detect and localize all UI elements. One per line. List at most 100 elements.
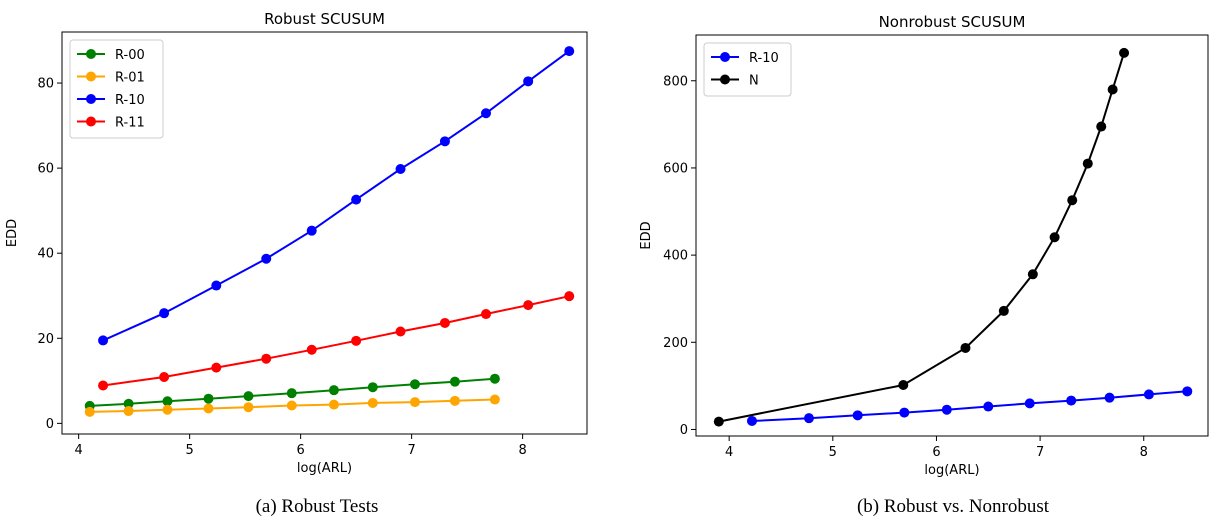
- legend-label: R-11: [115, 116, 145, 131]
- data-point: [261, 253, 272, 264]
- data-point: [162, 404, 173, 415]
- x-tick-label: 4: [75, 443, 83, 458]
- data-point: [998, 305, 1009, 316]
- data-point: [328, 385, 339, 396]
- legend-label: N: [749, 74, 759, 89]
- legend-entry: R-10: [77, 93, 145, 108]
- data-point: [1024, 398, 1035, 409]
- data-point: [367, 397, 378, 408]
- legend-label: R-00: [115, 48, 145, 63]
- x-tick-label: 4: [725, 445, 733, 460]
- data-point: [211, 362, 222, 373]
- data-point: [439, 317, 450, 328]
- x-axis-label: log(ARL): [297, 461, 352, 476]
- data-point: [211, 280, 222, 291]
- legend-label: R-10: [749, 51, 779, 66]
- data-point: [1082, 158, 1093, 169]
- x-axis-label: log(ARL): [924, 463, 979, 478]
- y-axis-label: EDD: [5, 219, 20, 247]
- legend-label: R-01: [115, 71, 145, 86]
- legend: R-10 N: [703, 42, 792, 97]
- data-point: [960, 342, 971, 353]
- data-point: [523, 76, 534, 87]
- data-point: [203, 403, 214, 414]
- legend-marker: [720, 52, 730, 62]
- data-point: [480, 108, 491, 119]
- y-tick-label: 60: [37, 162, 54, 177]
- x-tick-label: 6: [296, 443, 304, 458]
- caption-robust-vs-nonrobust: (b) Robust vs. Nonrobust: [856, 496, 1050, 517]
- data-point: [449, 395, 460, 406]
- series-n: [713, 47, 1130, 427]
- data-point: [203, 393, 214, 404]
- data-point: [261, 353, 272, 364]
- x-tick-label: 6: [932, 445, 940, 460]
- data-point: [713, 416, 724, 427]
- data-point: [746, 415, 757, 426]
- data-point: [328, 399, 339, 410]
- y-tick-label: 200: [663, 336, 688, 351]
- data-point: [98, 335, 109, 346]
- data-point: [123, 406, 134, 417]
- legend: R-00 R-01 R-10 R-11: [69, 39, 164, 139]
- data-point: [351, 335, 362, 346]
- plot-frame: [61, 31, 588, 435]
- data-point: [1143, 389, 1154, 400]
- data-point: [98, 380, 109, 391]
- data-point: [286, 400, 297, 411]
- legend-marker: [86, 116, 96, 127]
- series-r-10: [98, 46, 575, 346]
- data-point: [395, 326, 406, 337]
- series-r-01: [84, 394, 500, 417]
- legend-entry: R-00: [77, 48, 145, 63]
- x-tick-label: 8: [518, 443, 526, 458]
- data-point: [564, 291, 575, 302]
- data-point: [1119, 47, 1130, 58]
- y-tick-label: 600: [663, 161, 688, 176]
- data-point: [306, 225, 317, 236]
- y-tick-label: 0: [680, 423, 688, 438]
- data-point: [489, 373, 500, 384]
- y-tick-label: 40: [37, 247, 54, 262]
- y-tick-label: 0: [46, 417, 54, 432]
- data-point: [523, 300, 534, 311]
- plot-frame: [695, 34, 1209, 437]
- x-tick-label: 7: [407, 443, 415, 458]
- series-r-10: [746, 386, 1193, 426]
- data-point: [1027, 269, 1038, 280]
- y-tick-label: 400: [663, 249, 688, 264]
- y-tick-label: 80: [37, 77, 54, 92]
- series-line: [102, 50, 570, 342]
- legend-marker: [86, 71, 96, 82]
- series-line: [718, 52, 1125, 423]
- data-point: [1096, 121, 1107, 132]
- data-point: [941, 404, 952, 415]
- data-point: [898, 380, 909, 391]
- data-point: [803, 413, 814, 424]
- series-r-11: [98, 291, 575, 391]
- data-point: [449, 376, 460, 387]
- data-point: [983, 401, 994, 412]
- legend-marker: [86, 49, 96, 59]
- chart-title: Robust SCUSUM: [264, 10, 385, 28]
- data-point: [162, 396, 173, 407]
- data-point: [243, 402, 254, 413]
- y-tick-label: 800: [663, 74, 688, 89]
- data-point: [367, 382, 378, 393]
- data-point: [351, 194, 362, 205]
- legend-entry: N: [711, 74, 759, 89]
- chart-title: Nonrobust SCUSUM: [879, 13, 1026, 31]
- legend-marker: [720, 74, 730, 85]
- data-point: [286, 388, 297, 399]
- data-point: [395, 163, 406, 174]
- legend-label: R-10: [115, 93, 145, 108]
- data-point: [1066, 395, 1077, 406]
- data-point: [123, 398, 134, 409]
- data-point: [159, 371, 170, 382]
- data-point: [84, 406, 95, 417]
- legend-entry: R-11: [77, 116, 145, 131]
- data-point: [1104, 392, 1115, 403]
- data-point: [439, 136, 450, 147]
